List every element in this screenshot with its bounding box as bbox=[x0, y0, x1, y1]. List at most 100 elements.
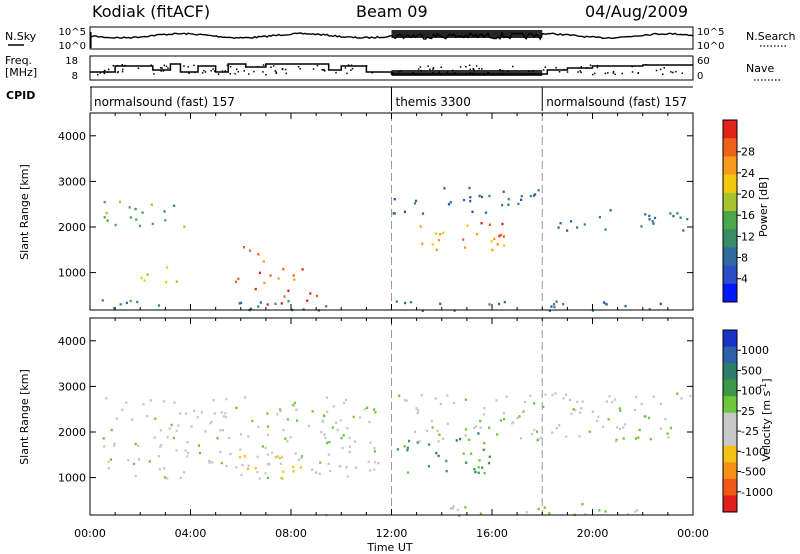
nave-dot bbox=[596, 64, 599, 67]
range-cell bbox=[103, 216, 106, 219]
range-cell bbox=[344, 398, 348, 402]
range-cell bbox=[520, 195, 523, 198]
nave-dot bbox=[183, 65, 185, 67]
range-cell bbox=[113, 442, 116, 445]
nsky-strip-frame bbox=[89, 26, 694, 50]
range-cell bbox=[479, 426, 482, 429]
range-cell bbox=[141, 211, 144, 214]
nave-dot bbox=[265, 73, 267, 76]
range-cell bbox=[239, 456, 242, 459]
range-cell bbox=[134, 474, 137, 478]
y-tick-label: 3000 bbox=[58, 380, 86, 393]
range-cell bbox=[479, 512, 482, 515]
nave-dot bbox=[116, 64, 119, 67]
range-cell bbox=[533, 428, 536, 432]
range-cell bbox=[135, 218, 138, 221]
range-cell bbox=[451, 507, 454, 510]
nave-dot bbox=[472, 69, 475, 71]
nave-dot bbox=[596, 66, 599, 69]
nave-dot bbox=[662, 73, 664, 76]
range-cell bbox=[225, 397, 228, 401]
colorbar-tick-label: 20 bbox=[741, 188, 755, 201]
range-cell bbox=[266, 303, 269, 306]
range-cell bbox=[262, 260, 265, 263]
range-cell bbox=[264, 446, 267, 450]
nave-dot bbox=[104, 69, 106, 72]
nave-dot bbox=[417, 68, 420, 70]
range-cell bbox=[166, 266, 169, 269]
range-cell bbox=[107, 467, 110, 470]
nave-dot bbox=[163, 64, 166, 67]
range-cell bbox=[249, 307, 253, 310]
nave-dot bbox=[235, 68, 238, 70]
range-cell bbox=[529, 194, 532, 198]
nave-dot bbox=[349, 69, 352, 71]
y-tick-label: 2000 bbox=[58, 221, 86, 234]
range-cell bbox=[311, 410, 314, 413]
range-cell bbox=[551, 431, 554, 434]
nave-dot bbox=[270, 66, 272, 69]
range-cell bbox=[239, 433, 243, 436]
range-cell bbox=[266, 463, 269, 466]
range-cell bbox=[565, 393, 568, 396]
range-cell bbox=[292, 404, 295, 407]
range-cell bbox=[175, 280, 178, 283]
range-cell bbox=[146, 273, 149, 276]
range-cell bbox=[166, 436, 169, 439]
range-cell bbox=[529, 394, 532, 397]
nave-dot bbox=[604, 72, 607, 75]
range-cell bbox=[652, 222, 655, 225]
range-cell bbox=[450, 507, 453, 510]
nave-dot bbox=[558, 71, 561, 73]
range-cell bbox=[431, 426, 434, 429]
range-cell bbox=[274, 456, 277, 459]
range-cell bbox=[320, 430, 323, 434]
range-cell bbox=[496, 433, 499, 436]
nave-dot bbox=[659, 68, 662, 71]
range-cell bbox=[534, 193, 537, 196]
range-cell bbox=[300, 455, 303, 458]
nave-dot bbox=[299, 67, 301, 70]
range-cell bbox=[548, 512, 551, 515]
nave-dot bbox=[150, 64, 152, 66]
range-cell bbox=[610, 400, 614, 404]
nave-dot bbox=[655, 69, 658, 72]
range-cell bbox=[559, 222, 562, 225]
range-cell bbox=[284, 437, 287, 440]
range-cell bbox=[636, 509, 639, 512]
nave-dot bbox=[262, 64, 265, 66]
range-cell bbox=[435, 451, 438, 455]
range-cell bbox=[604, 302, 607, 305]
range-cell bbox=[539, 436, 542, 440]
nave-dot bbox=[612, 72, 615, 74]
colorbar-swatch bbox=[723, 445, 737, 463]
nave-dot bbox=[427, 65, 429, 67]
range-cell bbox=[445, 469, 448, 473]
range-cell bbox=[348, 450, 351, 454]
range-cell bbox=[462, 198, 466, 202]
nsearch-label: N.Search bbox=[746, 30, 796, 43]
range-cell bbox=[637, 436, 640, 439]
range-cell bbox=[471, 210, 474, 213]
range-cell bbox=[101, 299, 104, 302]
range-cell bbox=[481, 466, 484, 469]
nave-dot bbox=[262, 71, 264, 73]
range-cell bbox=[211, 461, 214, 464]
range-cell bbox=[154, 417, 157, 420]
range-cell bbox=[259, 301, 262, 304]
range-cell bbox=[254, 287, 257, 291]
range-cell bbox=[348, 436, 351, 440]
range-cell bbox=[480, 195, 484, 199]
range-cell bbox=[473, 467, 476, 471]
nave-dot bbox=[432, 67, 435, 69]
nave-dot bbox=[117, 71, 119, 73]
range-cell bbox=[488, 194, 491, 198]
range-cell bbox=[160, 444, 163, 447]
colorbar-swatch bbox=[723, 138, 737, 157]
colorbar-tick-label: 8 bbox=[741, 252, 748, 265]
range-cell bbox=[446, 422, 449, 426]
range-cell bbox=[488, 303, 491, 306]
range-cell bbox=[464, 398, 467, 401]
range-cell bbox=[419, 225, 422, 228]
nave-dot bbox=[204, 71, 207, 73]
